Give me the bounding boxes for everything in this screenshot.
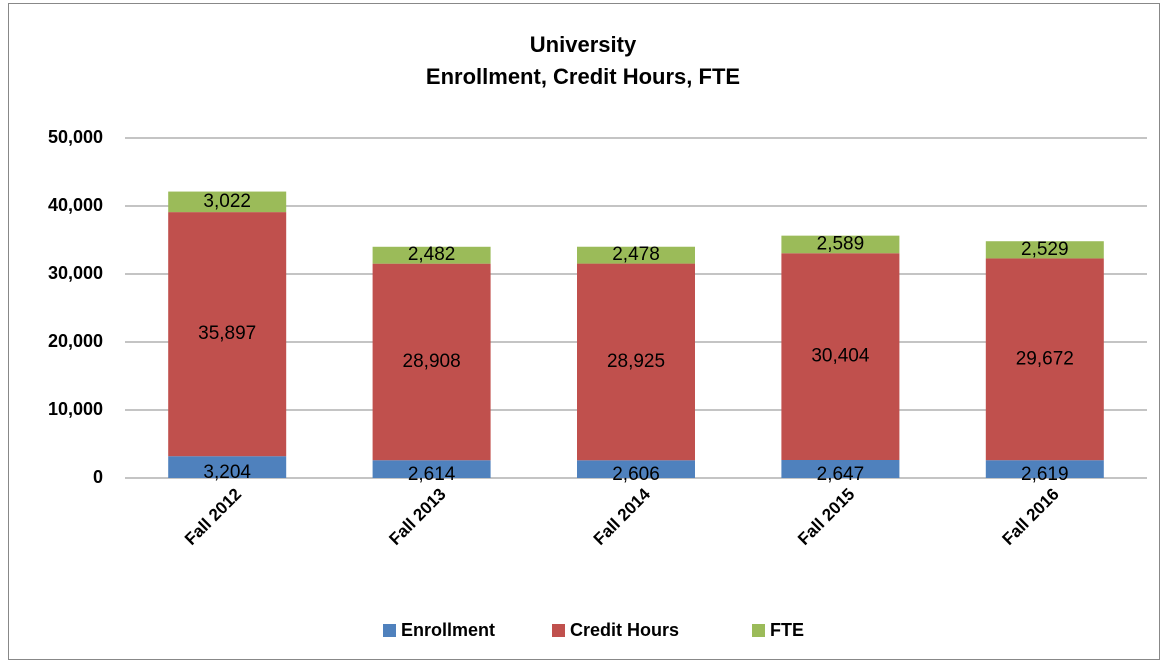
legend-swatch <box>383 624 396 637</box>
legend-label: Credit Hours <box>570 620 679 640</box>
bar-segment <box>985 258 1104 461</box>
bar-segment <box>372 263 491 461</box>
legend-swatch <box>752 624 765 637</box>
y-tick-label: 50,000 <box>48 127 103 147</box>
data-label: 2,619 <box>1021 464 1069 485</box>
y-tick-label: 10,000 <box>48 399 103 419</box>
bar-segment <box>168 456 287 478</box>
bar-segment <box>168 191 287 213</box>
bar-segment <box>372 246 491 264</box>
y-tick-label: 20,000 <box>48 331 103 351</box>
bar-segment <box>577 246 695 264</box>
data-label: 28,925 <box>607 351 665 372</box>
data-label: 2,606 <box>612 464 660 485</box>
chart-subtitle: Enrollment, Credit Hours, FTE <box>426 64 740 89</box>
data-label: 2,529 <box>1021 239 1069 260</box>
data-label: 2,614 <box>408 464 456 485</box>
bar-segment <box>168 212 287 457</box>
y-tick-label: 40,000 <box>48 195 103 215</box>
chart-title: University <box>530 32 637 57</box>
y-tick-label: 30,000 <box>48 263 103 283</box>
data-label: 2,647 <box>817 464 865 485</box>
bar-segment <box>781 460 900 478</box>
data-label: 2,482 <box>408 244 456 265</box>
bar-segment <box>985 241 1104 259</box>
data-label: 3,204 <box>203 462 251 483</box>
data-label: 28,908 <box>403 351 461 372</box>
bar-segment <box>577 263 695 461</box>
data-label: 29,672 <box>1016 348 1074 369</box>
bar-segment <box>372 460 491 478</box>
legend-swatch <box>552 624 565 637</box>
legend-label: FTE <box>770 620 804 640</box>
data-label: 3,022 <box>203 191 251 212</box>
bar-segment <box>577 460 695 478</box>
data-label: 30,404 <box>811 346 870 367</box>
bar-segment <box>781 235 900 254</box>
data-label: 2,478 <box>612 244 660 265</box>
data-label: 35,897 <box>198 323 256 344</box>
bar-segment <box>985 460 1104 478</box>
y-tick-label: 0 <box>93 467 103 487</box>
data-label: 2,589 <box>817 233 865 254</box>
bar-segment <box>781 253 900 461</box>
legend-label: Enrollment <box>401 620 495 640</box>
